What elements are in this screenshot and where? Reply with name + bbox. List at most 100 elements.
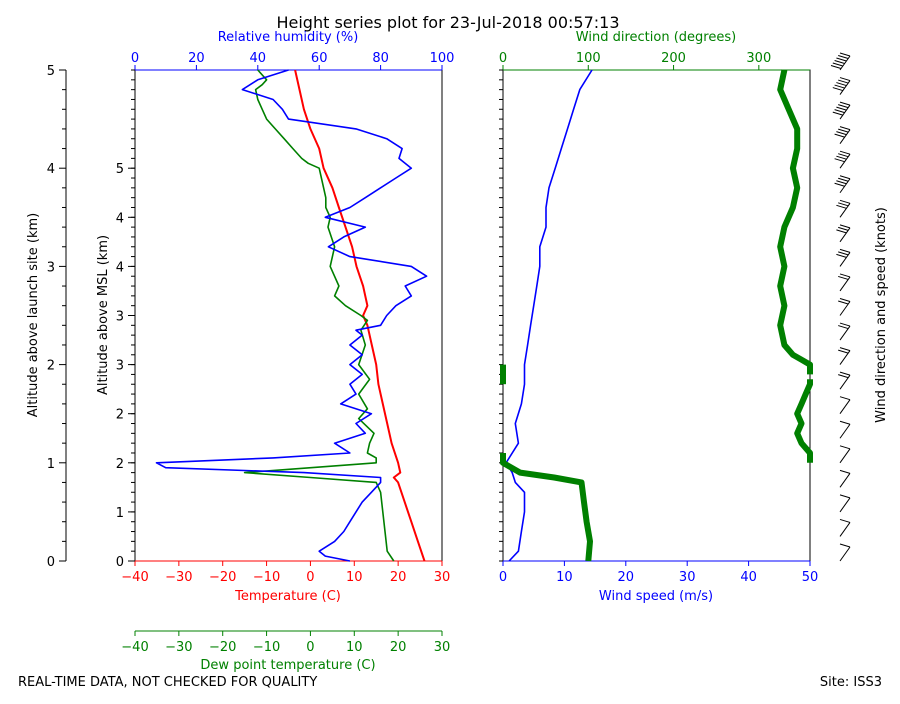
msl-alt-tick-label: 4 [116, 211, 124, 226]
rh-tick-label: 20 [188, 51, 205, 66]
wind-dir-tick-label: 200 [661, 51, 686, 66]
rh-tick-label: 40 [250, 51, 267, 66]
wind-barb-staff [839, 522, 851, 537]
wind-barb-feather [834, 158, 845, 163]
wind-direction-axis-label: Wind direction (degrees) [576, 30, 736, 45]
wind-barb [839, 469, 851, 488]
wind-speed-curve [505, 69, 593, 562]
wind-barb-feather [834, 182, 845, 187]
wind-barb-feather [838, 349, 849, 354]
wind-speed-tick-label: 10 [556, 570, 573, 585]
wind-speed-axis-label: Wind speed (m/s) [599, 589, 713, 604]
wind-barb-feather [839, 77, 851, 82]
wind-barb-feather [839, 101, 851, 106]
temperature-tick-label: 10 [346, 570, 363, 585]
msl-alt-tick-label: 2 [116, 457, 124, 472]
wind-barb-feather [838, 325, 849, 330]
wind-barb-staff [839, 546, 851, 562]
wind-barb-feather [838, 153, 849, 158]
wind-barb-feather [839, 518, 851, 523]
wind-barb-feather [839, 322, 851, 327]
wind-barb-staff [839, 325, 851, 341]
wind-barb-feather [839, 126, 851, 131]
launch-altitude-label: Altitude above launch site (km) [26, 213, 41, 417]
wind-barb-feather [834, 60, 845, 64]
wind-barb-feather [839, 543, 851, 548]
wind-barb [834, 175, 851, 194]
wind-barb-staff [839, 153, 851, 169]
wind-barb-staff [839, 252, 851, 267]
launch-alt-tick-label: 3 [47, 260, 55, 275]
wind-barb-feather [836, 229, 847, 234]
dewpoint-tick-label: −30 [165, 640, 192, 655]
msl-alt-tick-label: 0 [116, 555, 124, 570]
msl-altitude-label: Altitude above MSL (km) [96, 235, 111, 395]
rh-tick-label: 60 [311, 51, 328, 66]
wind-barb-feather [839, 199, 851, 204]
temperature-axis-label: Temperature (C) [234, 589, 341, 604]
msl-alt-tick-label: 2 [116, 408, 124, 423]
wind-barb-staff [839, 178, 851, 194]
wind-barb-feather [839, 494, 851, 499]
wind-barb-staff [839, 55, 851, 71]
msl-alt-tick-label: 5 [116, 162, 124, 177]
wind-barb-feather [839, 371, 851, 376]
temperature-tick-label: −40 [121, 570, 148, 585]
dewpoint-tick-label: −20 [209, 640, 236, 655]
temperature-tick-label: 30 [434, 570, 451, 585]
chart-title: Height series plot for 23-Jul-2018 00:57… [276, 13, 619, 32]
dewpoint-tick-label: 10 [346, 640, 363, 655]
wind-barb [836, 248, 851, 267]
dewpoint-tick-label: 0 [306, 640, 314, 655]
wind-barb-feather [836, 131, 847, 136]
wind-barb-staff [839, 227, 851, 243]
wind-barb-feather [836, 204, 847, 209]
wind-barb-feather [834, 84, 845, 89]
wind-barb-feather [838, 202, 849, 207]
wind-barb-feather [839, 396, 851, 401]
wind-dir-tick-label: 100 [576, 51, 601, 66]
wind-barb-feather [834, 133, 845, 138]
wind-barb-staff [839, 129, 851, 144]
launch-alt-tick-label: 2 [47, 359, 55, 374]
dewpoint-tick-label: 30 [434, 640, 451, 655]
wind-barb [838, 273, 851, 292]
launch-alt-tick-label: 4 [47, 162, 55, 177]
wind-speed-tick-label: 50 [802, 570, 819, 585]
wind-barb-feather [836, 106, 847, 111]
dewpoint-tick-label: −40 [121, 640, 148, 655]
temperature-tick-label: 0 [306, 570, 314, 585]
wind-barb-feather [839, 347, 851, 352]
wind-barb-feather [836, 57, 847, 62]
wind-dir-tick-label: 300 [746, 51, 771, 66]
wind-barb [838, 371, 851, 390]
rh-tick-label: 0 [131, 51, 139, 66]
rh-axis-label: Relative humidity (%) [218, 30, 359, 45]
temperature-curve [294, 69, 426, 562]
wind-speed-tick-label: 0 [499, 570, 507, 585]
wind-barb [839, 494, 851, 513]
wind-barb [832, 77, 851, 95]
wind-barb [838, 347, 851, 365]
wind-barb-feather [838, 104, 849, 109]
wind-barb-staff [839, 80, 851, 95]
temperature-tick-label: −10 [253, 570, 280, 585]
wind-barb-feather [832, 111, 843, 116]
footer-quality-note: REAL-TIME DATA, NOT CHECKED FOR QUALITY [18, 675, 317, 690]
msl-alt-tick-label: 3 [116, 359, 124, 374]
wind-barb-feather [839, 248, 851, 253]
wind-barb-feather [839, 224, 851, 229]
wind-barb-feather [839, 273, 851, 278]
wind-dir-tick-label: 0 [499, 51, 507, 66]
launch-alt-tick-label: 0 [47, 555, 55, 570]
msl-alt-tick-label: 3 [116, 310, 124, 325]
wind-direction-curve [500, 453, 593, 562]
wind-barb-feather [838, 79, 849, 84]
footer-site: Site: ISS3 [820, 675, 882, 690]
wind-barb [839, 518, 851, 537]
wind-barb-staff [839, 497, 851, 513]
wind-barb-feather [834, 109, 845, 114]
wind-barb-feather [832, 62, 843, 67]
wind-barb-feather [838, 251, 849, 256]
temperature-tick-label: 20 [390, 570, 407, 585]
